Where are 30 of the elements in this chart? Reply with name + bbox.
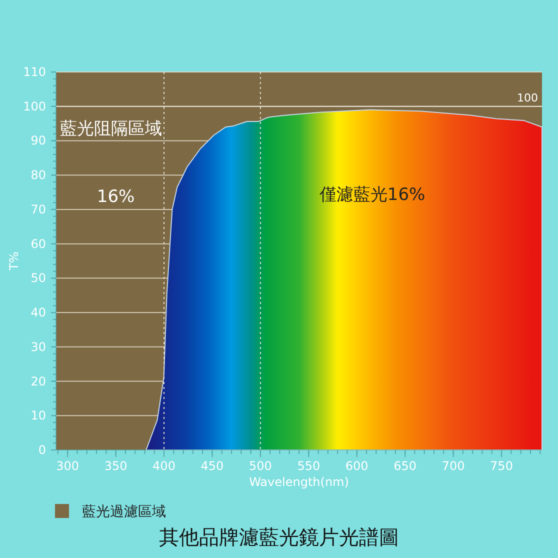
x-tick-label: 350: [104, 459, 128, 473]
annotation: 藍光阻隔區域: [60, 119, 162, 139]
y-axis-title: T%: [7, 252, 21, 272]
ref-line-label: 100: [517, 91, 538, 104]
y-tick-label: 10: [30, 408, 46, 423]
x-tick-label: 500: [248, 459, 272, 473]
y-tick-label: 90: [30, 134, 46, 148]
x-tick-label: 600: [345, 459, 368, 473]
annotation: 16%: [96, 187, 135, 207]
y-tick-label: 40: [30, 306, 46, 320]
y-tick-label: 80: [30, 168, 46, 182]
x-tick-label: 700: [442, 459, 465, 473]
y-tick-label: 60: [30, 236, 46, 251]
y-tick-label: 50: [30, 271, 46, 286]
x-axis-title: Wavelength(nm): [249, 475, 349, 489]
x-tick-label: 450: [200, 459, 224, 473]
annotation: 僅濾藍光16%: [318, 185, 426, 205]
y-tick-label: 110: [23, 65, 46, 79]
y-tick-label: 30: [30, 340, 46, 354]
x-tick-label: 550: [297, 459, 320, 473]
y-tick-label: 20: [30, 374, 46, 388]
y-tick-label: 70: [30, 202, 46, 216]
legend-label: 藍光過濾區域: [82, 504, 166, 520]
y-tick-label: 100: [23, 99, 46, 114]
x-tick-label: 750: [490, 459, 513, 473]
text: 其他品牌濾藍光鏡片光譜圖: [159, 525, 399, 549]
y-tick-label: 0: [38, 443, 46, 457]
x-tick-label: 650: [394, 459, 417, 473]
x-tick-label: 300: [56, 459, 80, 473]
x-tick-label: 400: [152, 459, 176, 473]
